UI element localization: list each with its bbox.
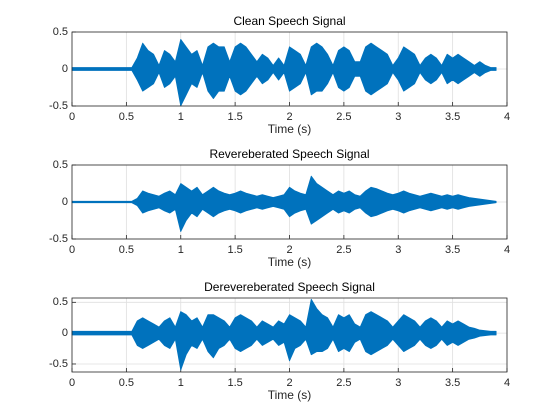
- x-tick-label: 0.5: [119, 377, 134, 389]
- subplot: 0 0.5 1 1.5 2 2.5 3 3.5 4-0.500.5Derevereberated…: [49, 280, 510, 402]
- x-tick-label: 3.5: [445, 111, 460, 123]
- x-tick-label: 4: [504, 377, 510, 389]
- x-axis-label: Time (s): [268, 122, 312, 136]
- y-tick-label: 0: [62, 196, 68, 208]
- chart-title: Revereberated Speech Signal: [209, 147, 369, 161]
- x-tick-label: 1: [178, 377, 184, 389]
- x-tick-label: 2.5: [336, 111, 351, 123]
- chart-title: Derevereberated Speech Signal: [204, 280, 375, 294]
- x-tick-label: 4: [504, 244, 510, 256]
- x-tick-label: 0.5: [119, 111, 134, 123]
- waveform: [71, 332, 497, 371]
- y-tick-label: -0.5: [49, 100, 68, 112]
- y-tick-label: 0: [62, 63, 68, 75]
- x-tick-label: 3: [395, 377, 401, 389]
- x-tick-label: 1.5: [227, 111, 242, 123]
- x-tick-label: 4: [504, 111, 510, 123]
- x-tick-label: 2.5: [336, 377, 351, 389]
- x-tick-label: 1.5: [227, 244, 242, 256]
- y-tick-label: -0.5: [49, 358, 68, 370]
- x-tick-label: 3.5: [445, 244, 460, 256]
- x-tick-label: 1: [178, 111, 184, 123]
- y-tick-label: -0.5: [49, 233, 68, 245]
- waveform: [71, 201, 497, 232]
- x-tick-label: 1.5: [227, 377, 242, 389]
- x-tick-label: 0: [69, 111, 75, 123]
- waveform: [71, 39, 497, 70]
- y-tick-label: 0.5: [53, 26, 68, 38]
- x-tick-label: 0.5: [119, 244, 134, 256]
- x-tick-label: 2: [286, 377, 292, 389]
- x-axis-label: Time (s): [268, 388, 312, 402]
- y-tick-label: 0: [62, 327, 68, 339]
- waveform: [71, 175, 497, 203]
- axes-box: [71, 31, 508, 107]
- chart-title: Clean Speech Signal: [233, 14, 345, 28]
- x-axis-label: Time (s): [268, 255, 312, 269]
- y-tick-label: 0.5: [53, 296, 68, 308]
- waveform: [71, 298, 497, 334]
- axes-box: [71, 297, 508, 373]
- x-tick-label: 2: [286, 111, 292, 123]
- x-tick-label: 3: [395, 244, 401, 256]
- y-tick-label: 0.5: [53, 159, 68, 171]
- x-tick-label: 1: [178, 244, 184, 256]
- x-tick-label: 3: [395, 111, 401, 123]
- x-tick-label: 0: [69, 244, 75, 256]
- axes-box: [71, 164, 508, 240]
- x-tick-label: 3.5: [445, 377, 460, 389]
- x-tick-label: 2.5: [336, 244, 351, 256]
- waveform: [71, 68, 497, 107]
- x-tick-label: 2: [286, 244, 292, 256]
- x-tick-label: 0: [69, 377, 75, 389]
